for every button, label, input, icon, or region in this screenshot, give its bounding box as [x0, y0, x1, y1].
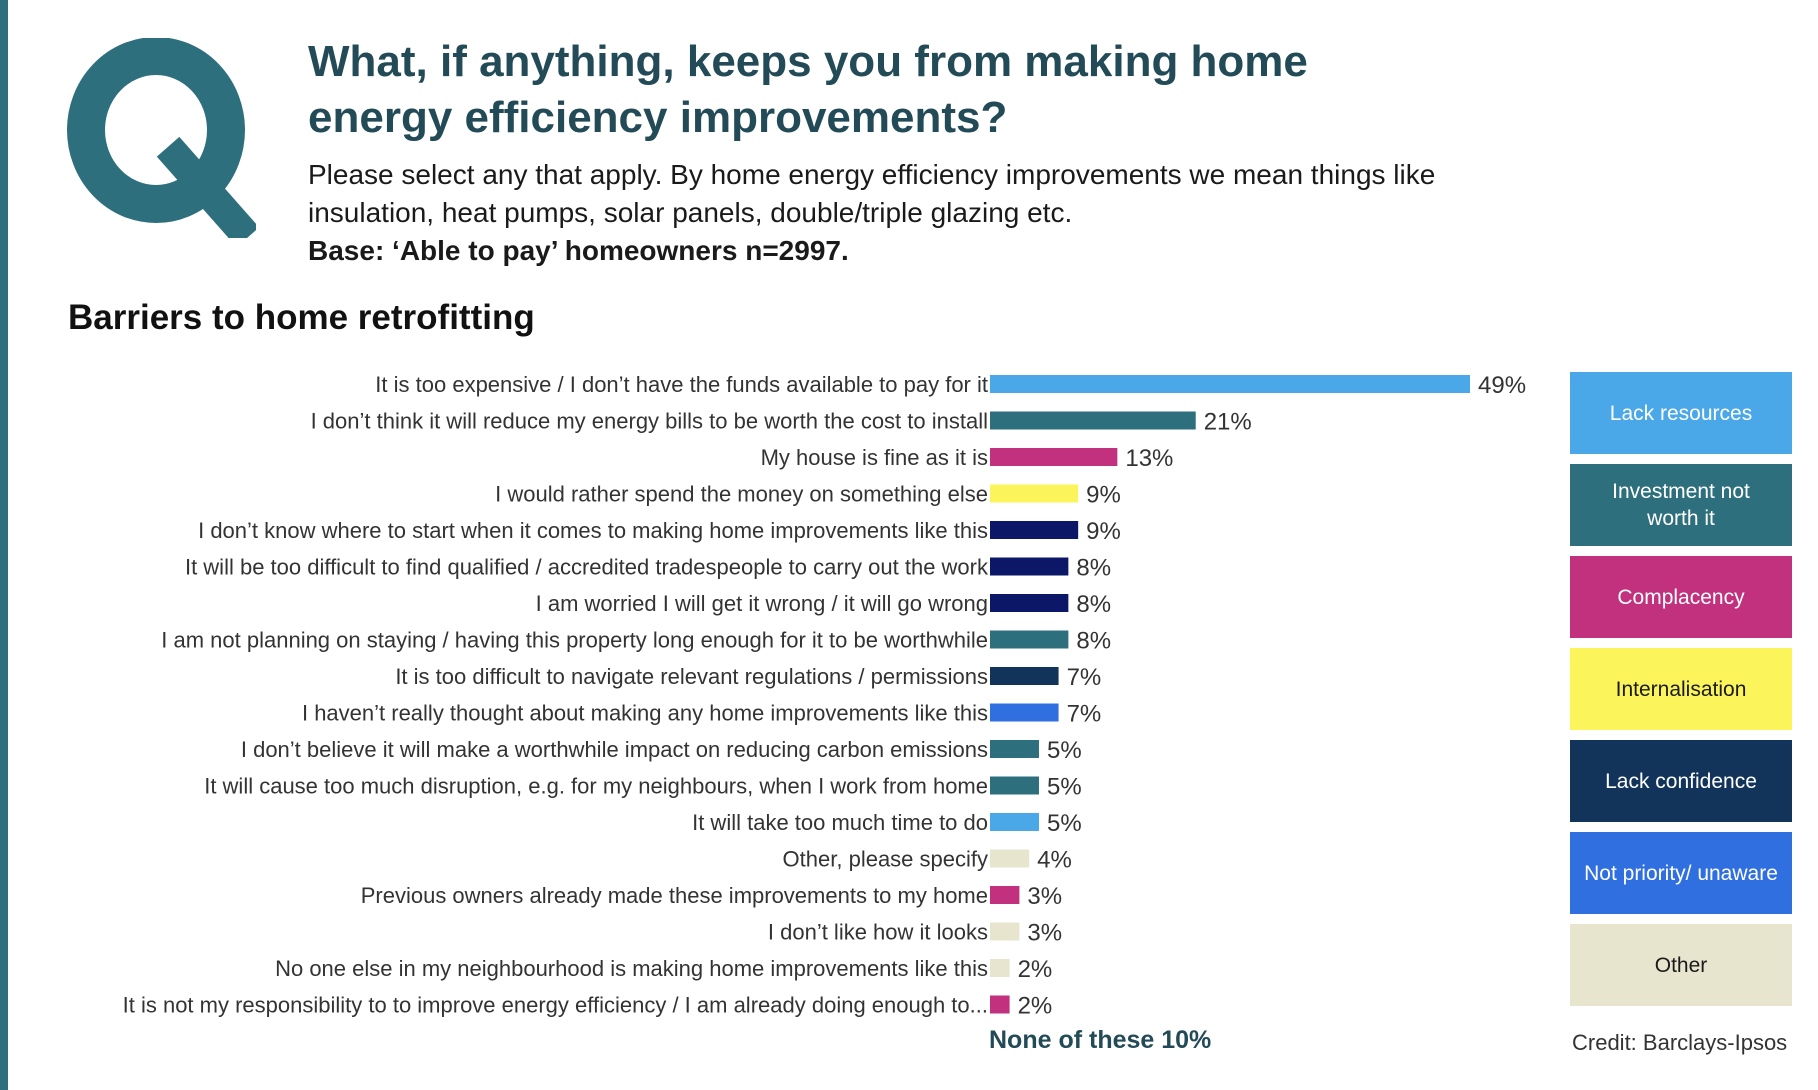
- bar: [990, 557, 1069, 576]
- value-label: 4%: [1037, 847, 1072, 874]
- value-label: 49%: [1478, 372, 1526, 399]
- legend-item: Other: [1570, 924, 1792, 1006]
- value-label: 2%: [1018, 956, 1053, 983]
- bar: [990, 630, 1069, 649]
- bar: [990, 484, 1079, 503]
- bar: [990, 922, 1020, 941]
- category-legend: Lack resources Investment not worth it Com…: [1570, 372, 1792, 1016]
- category-label: It will be too difficult to find qualifi…: [185, 555, 989, 580]
- value-label: 3%: [1027, 920, 1062, 947]
- category-label: I am not planning on staying / having th…: [161, 628, 988, 653]
- category-label: I don’t think it will reduce my energy b…: [311, 409, 988, 434]
- value-label: 7%: [1067, 664, 1102, 691]
- value-label: 2%: [1018, 993, 1053, 1020]
- bar: [990, 667, 1059, 685]
- category-label: I haven’t really thought about making an…: [302, 701, 988, 726]
- category-label: I don’t know where to start when it come…: [198, 518, 988, 543]
- barriers-bar-chart: It is too expensive / I don’t have the f…: [123, 372, 1526, 1020]
- legend-item: Complacency: [1570, 556, 1792, 638]
- bar: [990, 521, 1079, 539]
- value-label: 5%: [1047, 774, 1082, 801]
- value-label: 8%: [1076, 628, 1111, 655]
- category-label: I would rather spend the money on someth…: [495, 482, 988, 507]
- category-label: It is too expensive / I don’t have the f…: [375, 372, 988, 397]
- legend-item: Investment not worth it: [1570, 464, 1792, 546]
- value-label: 5%: [1047, 810, 1082, 837]
- bar: [990, 703, 1059, 722]
- value-label: 9%: [1086, 518, 1121, 545]
- bar: [990, 448, 1118, 466]
- category-label: It is too difficult to navigate relevant…: [395, 664, 988, 689]
- legend-item: Internalisation: [1570, 648, 1792, 730]
- bar: [990, 594, 1069, 612]
- category-label: I don’t believe it will make a worthwhil…: [241, 737, 988, 762]
- category-label: My house is fine as it is: [761, 445, 988, 470]
- legend-item: Lack resources: [1570, 372, 1792, 454]
- value-label: 7%: [1067, 701, 1102, 728]
- bar: [990, 375, 1470, 393]
- left-accent-rule: [0, 0, 8, 1090]
- chart-title: Barriers to home retrofitting: [68, 298, 535, 337]
- bar: [990, 813, 1039, 831]
- value-label: 8%: [1076, 555, 1111, 582]
- value-label: 5%: [1047, 737, 1082, 764]
- bar: [990, 995, 1010, 1014]
- category-label: I don’t like how it looks: [768, 920, 988, 945]
- category-label: I am worried I will get it wrong / it wi…: [536, 591, 988, 616]
- question-subtitle: Please select any that apply. By home en…: [308, 159, 1436, 228]
- bar: [990, 776, 1039, 795]
- bar: [990, 849, 1030, 868]
- q-logo-icon: [67, 38, 256, 238]
- category-label: It will cause too much disruption, e.g. …: [204, 774, 988, 799]
- bar: [990, 411, 1196, 430]
- value-label: 21%: [1204, 409, 1252, 436]
- legend-item: Not priority/ unaware: [1570, 832, 1792, 914]
- question-title: What, if anything, keeps you from making…: [308, 37, 1308, 142]
- category-label: It is not my responsibility to to improv…: [123, 993, 988, 1018]
- value-label: 3%: [1027, 883, 1062, 910]
- bar: [990, 740, 1039, 758]
- value-label: 13%: [1125, 445, 1173, 472]
- value-label: 8%: [1076, 591, 1111, 618]
- category-label: Previous owners already made these impro…: [361, 883, 988, 908]
- bar: [990, 959, 1010, 977]
- category-label: Other, please specify: [783, 847, 988, 872]
- none-of-these-note: None of these 10%: [989, 1026, 1212, 1054]
- value-label: 9%: [1086, 482, 1121, 509]
- bar: [990, 886, 1020, 904]
- category-label: It will take too much time to do: [692, 810, 988, 835]
- legend-item: Lack confidence: [1570, 740, 1792, 822]
- sample-base: Base: ‘Able to pay’ homeowners n=2997.: [308, 235, 849, 266]
- category-label: No one else in my neighbourhood is makin…: [275, 956, 988, 981]
- credit-text: Credit: Barclays-Ipsos: [1572, 1030, 1788, 1055]
